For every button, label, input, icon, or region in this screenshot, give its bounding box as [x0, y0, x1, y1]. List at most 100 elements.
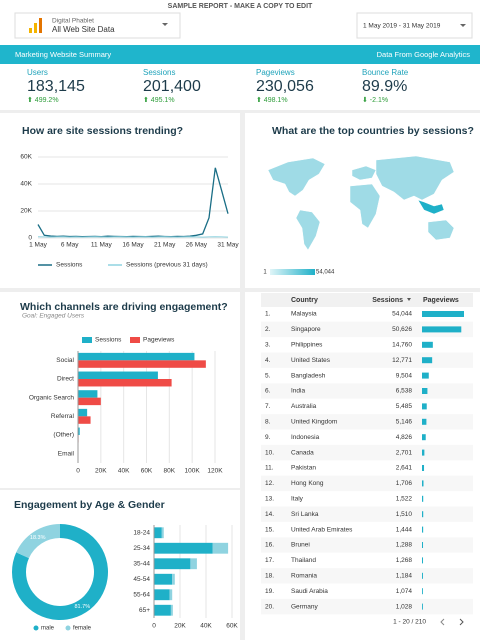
country: Brunei	[291, 542, 310, 549]
kpi-change: ⬆ 498.1%	[256, 96, 288, 104]
x-tick-label: 60K	[226, 623, 238, 630]
rank: 8.	[265, 419, 271, 426]
pageviews-bar	[422, 403, 427, 410]
pagination: 1 - 20 / 210	[393, 619, 426, 626]
map-legend-max: 54,044	[316, 270, 335, 276]
sessions: 1,028	[396, 603, 413, 610]
table-header	[261, 293, 473, 307]
x-tick-label: 100K	[185, 468, 201, 475]
pageviews-bar	[422, 511, 424, 518]
row-stripe	[261, 321, 473, 338]
world-map	[267, 155, 455, 251]
bar	[78, 416, 91, 424]
donut-slice	[16, 524, 60, 559]
panel	[0, 490, 240, 640]
account-name: Digital Phablet	[52, 18, 94, 25]
x-tick-label: 0	[76, 468, 80, 475]
bar	[154, 527, 162, 539]
date-selector[interactable]	[356, 12, 473, 39]
pageviews-bar	[422, 480, 424, 487]
x-tick-label: 60K	[141, 468, 153, 475]
country: Pakistan	[291, 465, 316, 472]
pageviews-bar	[422, 434, 426, 441]
rank: 5.	[265, 372, 271, 379]
chart-subtitle: Goal: Engaged Users	[22, 313, 85, 320]
row-stripe	[261, 475, 473, 492]
next-page[interactable]	[459, 618, 464, 626]
bar	[161, 527, 164, 539]
y-tick-label: 25-34	[133, 545, 150, 552]
country: Australia	[291, 403, 317, 410]
ga-icon	[29, 28, 32, 33]
y-tick-label: 65+	[139, 607, 150, 614]
title-strip	[0, 45, 480, 64]
bar	[190, 558, 197, 570]
africa	[349, 183, 381, 229]
column-header[interactable]: Pageviews	[423, 297, 459, 304]
europe	[351, 165, 377, 181]
bar	[172, 573, 175, 585]
kpi-change: ⬆ 495.1%	[143, 96, 175, 104]
y-tick-label: Email	[58, 450, 75, 457]
row-stripe	[261, 598, 473, 615]
sessions: 1,268	[396, 557, 413, 564]
column-header[interactable]: Sessions	[372, 297, 403, 304]
sessions: 1,522	[396, 496, 413, 503]
sessions: 9,504	[396, 372, 413, 379]
country: Singapore	[291, 326, 321, 333]
kpi-change: ⬆ 499.2%	[27, 96, 59, 104]
kpi-value: 183,145	[27, 78, 85, 95]
row-stripe	[261, 537, 473, 553]
y-tick-label: 18-24	[133, 529, 150, 536]
column-header[interactable]: Country	[291, 297, 318, 304]
bar	[78, 360, 206, 368]
sessions: 5,146	[396, 419, 413, 426]
pageviews-bar	[422, 311, 464, 317]
bar	[154, 573, 173, 585]
rank: 11.	[265, 465, 274, 472]
kpi-label: Pageviews	[256, 68, 295, 77]
kpi-label: Bounce Rate	[362, 68, 409, 77]
rank: 17.	[265, 557, 274, 564]
country: Thailand	[291, 557, 316, 564]
country: Malaysia	[291, 311, 317, 318]
southeast-asia	[417, 199, 445, 215]
legend-swatch	[130, 337, 140, 343]
ga-icon	[39, 18, 42, 33]
chart-title: How are site sessions trending?	[22, 125, 183, 137]
rank: 2.	[265, 326, 271, 333]
bar	[154, 604, 171, 616]
sessions: 1,288	[396, 542, 413, 549]
country: Indonesia	[291, 434, 320, 441]
x-tick-label: 40K	[200, 623, 212, 630]
kpi-label: Sessions	[143, 68, 175, 77]
kpi-value: 201,400	[143, 78, 201, 95]
country: Italy	[291, 496, 304, 503]
country: United States	[291, 357, 331, 364]
pageviews-bar	[422, 465, 425, 471]
y-tick-label: Social	[56, 357, 74, 364]
sessions: 1,074	[396, 588, 413, 595]
map-legend-min: 1	[263, 270, 267, 276]
dropdown-arrow	[162, 23, 168, 26]
pageviews-bar	[422, 495, 424, 502]
account-selector[interactable]	[14, 12, 181, 39]
kpi-value: 230,056	[256, 78, 314, 95]
panel	[0, 113, 240, 288]
sessions: 1,444	[396, 526, 413, 533]
y-tick-label: 20K	[20, 208, 32, 215]
dropdown-arrow	[460, 24, 466, 27]
rank: 4.	[265, 357, 271, 364]
bar	[154, 558, 191, 570]
bar	[78, 390, 98, 398]
map-legend-scale	[270, 269, 315, 275]
sessions: 14,760	[392, 342, 412, 349]
legend-label: female	[73, 626, 92, 632]
row-stripe	[261, 352, 473, 368]
prev-page[interactable]	[440, 618, 445, 626]
bar	[154, 589, 170, 601]
x-tick-label: 31 May	[217, 242, 239, 249]
rank: 10.	[265, 449, 274, 456]
